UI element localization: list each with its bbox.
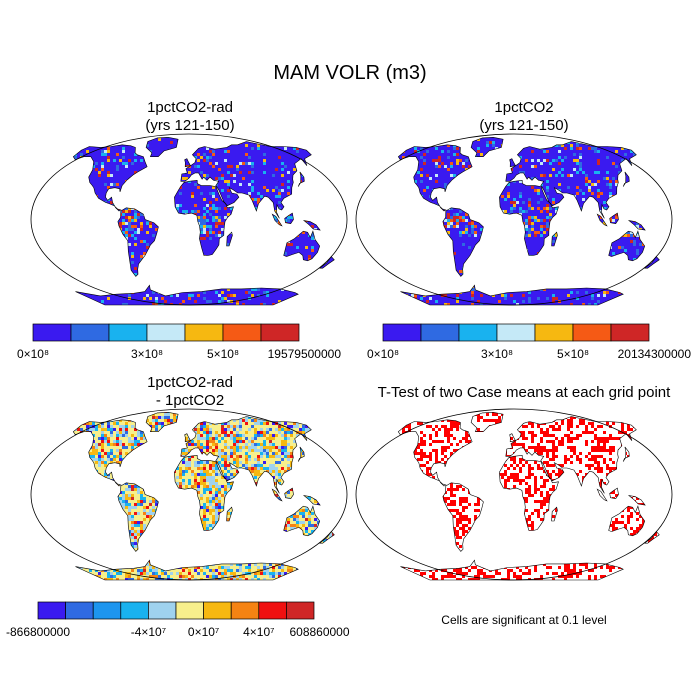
colorbar-swatch bbox=[146, 323, 186, 342]
figure-title: MAM VOLR (m3) bbox=[273, 62, 427, 84]
colorbar-swatch bbox=[108, 323, 148, 342]
colorbar-swatch bbox=[610, 323, 650, 342]
colorbar-swatch bbox=[184, 323, 224, 342]
colorbar-swatch bbox=[260, 323, 300, 342]
colorbar-swatch bbox=[92, 601, 122, 620]
colorbar-tick-label: 19579500000 bbox=[268, 347, 342, 361]
colorbar-swatch bbox=[203, 601, 232, 620]
colorbar-swatch bbox=[175, 601, 204, 620]
colorbar-swatch bbox=[382, 323, 422, 342]
colorbar-swatch bbox=[70, 323, 110, 342]
colorbar-tick-label: 0×10⁸ bbox=[367, 347, 399, 361]
colorbar-swatch bbox=[148, 601, 177, 620]
colorbar-swatch bbox=[37, 601, 66, 620]
colorbar-tick-label: 608860000 bbox=[289, 625, 349, 639]
coastlines bbox=[397, 136, 660, 306]
colorbar-swatch bbox=[420, 323, 460, 342]
colorbar-swatch bbox=[458, 323, 498, 342]
colorbar-swatch bbox=[65, 601, 94, 620]
colorbar-tick-label: 3×10⁸ bbox=[131, 347, 163, 361]
colorbar-swatch bbox=[120, 601, 149, 620]
colorbar-tick-label: 0×10⁸ bbox=[17, 347, 49, 361]
map-difference bbox=[30, 408, 348, 581]
colorbar-swatch bbox=[286, 601, 315, 620]
panel-title-line1: 1pctCO2 bbox=[494, 99, 554, 116]
colorbar-tick-label: -866800000 bbox=[6, 625, 70, 639]
colorbar-tick-label: 5×10⁸ bbox=[207, 347, 239, 361]
panel-title-line2: - 1pctCO2 bbox=[155, 392, 225, 409]
colorbar-tick-label: 5×10⁸ bbox=[557, 347, 589, 361]
colorbar-tick-label: 20134300000 bbox=[618, 347, 692, 361]
coastlines bbox=[72, 136, 335, 306]
panel-title-bottom-right: T-Test of two Case means at each grid po… bbox=[344, 384, 700, 402]
colorbar-tick-label: 4×10⁷ bbox=[243, 625, 274, 639]
colorbar-top-left: 0×10⁸ 3×10⁸ 5×10⁸ 19579500000 bbox=[17, 323, 342, 361]
coastlines bbox=[72, 411, 335, 581]
colorbar-tick-label: -4×10⁷ bbox=[131, 625, 166, 639]
colorbar-top-right: 0×10⁸ 3×10⁸ 5×10⁸ 20134300000 bbox=[367, 323, 692, 361]
panel-title-top-right: 1pctCO2 (yrs 121-150) bbox=[364, 99, 684, 135]
land-cells bbox=[398, 412, 660, 580]
map-border bbox=[355, 408, 673, 581]
land-cells bbox=[73, 412, 335, 580]
coastlines bbox=[397, 411, 660, 581]
panel-title-bottom-left: 1pctCO2-rad - 1pctCO2 bbox=[30, 374, 350, 410]
land-cells bbox=[73, 137, 335, 305]
panel-title-line2: (yrs 121-150) bbox=[145, 117, 235, 134]
colorbar-swatch bbox=[572, 323, 612, 342]
map-ttest bbox=[355, 408, 673, 581]
colorbar-tick-label: 0×10⁷ bbox=[188, 625, 219, 639]
map-border bbox=[30, 408, 348, 581]
map-1pctco2 bbox=[355, 133, 673, 306]
land-cells bbox=[398, 137, 660, 305]
colorbar-swatch bbox=[230, 601, 260, 620]
panel-title-line2: (yrs 121-150) bbox=[479, 117, 569, 134]
map-border bbox=[30, 133, 348, 306]
panel-title-line1: 1pctCO2-rad bbox=[147, 99, 233, 116]
colorbar-tick-label: 3×10⁸ bbox=[481, 347, 513, 361]
panel-title-line1: T-Test of two Case means at each grid po… bbox=[377, 384, 671, 401]
significance-note: Cells are significant at 0.1 level bbox=[441, 613, 607, 627]
panel-title-top-left: 1pctCO2-rad (yrs 121-150) bbox=[30, 99, 350, 135]
map-1pctco2-rad bbox=[30, 133, 348, 306]
colorbar-swatch bbox=[258, 601, 287, 620]
map-border bbox=[355, 133, 673, 306]
colorbar-bottom-left: -866800000 -4×10⁷ 0×10⁷ 4×10⁷ 608860000 bbox=[6, 601, 350, 639]
colorbar-swatch bbox=[496, 323, 536, 342]
colorbar-swatch bbox=[222, 323, 262, 342]
colorbar-swatch bbox=[534, 323, 574, 342]
colorbar-swatch bbox=[32, 323, 72, 342]
panel-title-line1: 1pctCO2-rad bbox=[147, 374, 233, 391]
